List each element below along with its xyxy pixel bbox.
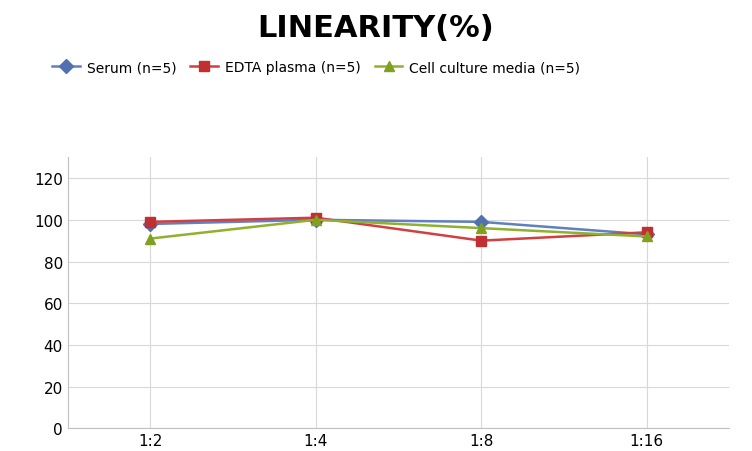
EDTA plasma (n=5) [477,239,486,244]
Legend: Serum (n=5), EDTA plasma (n=5), Cell culture media (n=5): Serum (n=5), EDTA plasma (n=5), Cell cul… [52,61,581,75]
Serum (n=5) [477,220,486,225]
Line: EDTA plasma (n=5): EDTA plasma (n=5) [146,213,651,246]
Cell culture media (n=5) [146,236,155,242]
Serum (n=5) [146,222,155,227]
Line: Cell culture media (n=5): Cell culture media (n=5) [146,216,651,244]
Serum (n=5) [311,217,320,223]
Line: Serum (n=5): Serum (n=5) [146,216,651,240]
Cell culture media (n=5) [311,217,320,223]
EDTA plasma (n=5) [642,230,651,235]
Text: LINEARITY(%): LINEARITY(%) [258,14,494,42]
Cell culture media (n=5) [642,234,651,239]
Serum (n=5) [642,232,651,238]
Cell culture media (n=5) [477,226,486,231]
EDTA plasma (n=5) [311,216,320,221]
EDTA plasma (n=5) [146,220,155,225]
